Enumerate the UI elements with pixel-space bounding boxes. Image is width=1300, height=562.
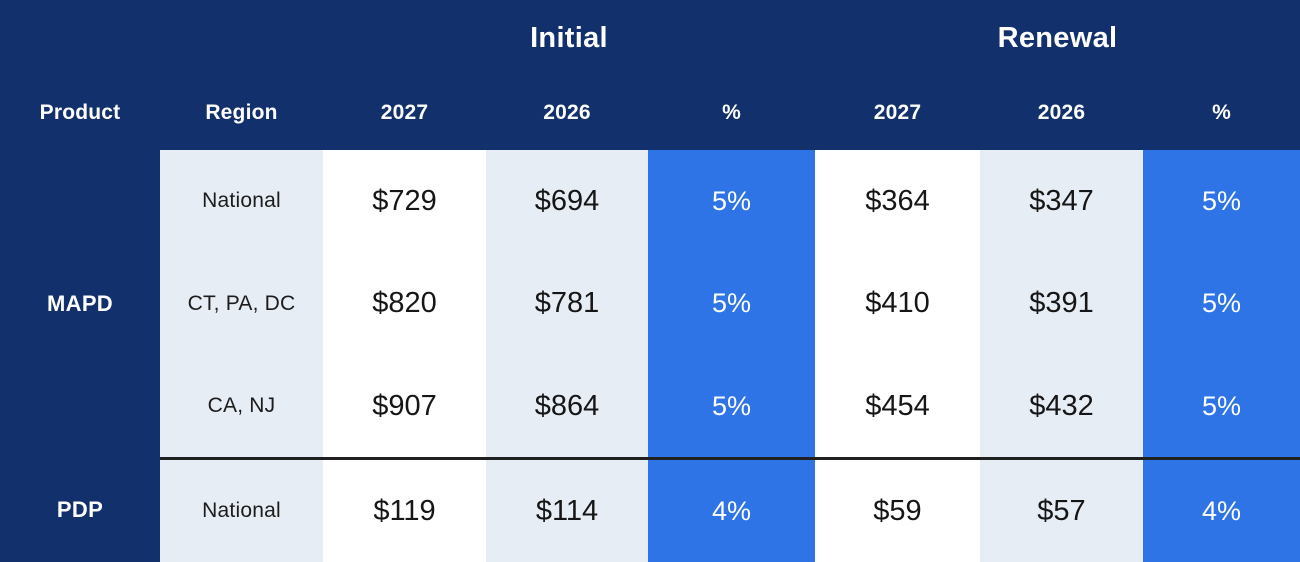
cell-initial-2027: $820	[323, 252, 486, 355]
column-header-product: Product	[39, 101, 121, 124]
cell-renewal-2027: $410	[815, 252, 980, 355]
cell-region: National	[160, 150, 323, 252]
cell-region: CT, PA, DC	[160, 252, 323, 355]
cell-initial-2027: $729	[323, 150, 486, 252]
cell-initial-pct: 5%	[648, 150, 815, 252]
column-header-renewal-2026: 2026	[1037, 101, 1086, 124]
column-header-initial-pct: %	[722, 101, 741, 124]
cell-initial-2026: $781	[486, 252, 648, 355]
cell-initial-2026: $864	[486, 355, 648, 457]
column-header-initial-2027: 2027	[380, 101, 429, 124]
cell-renewal-pct: 5%	[1143, 252, 1300, 355]
column-header-initial-2026: 2026	[543, 101, 591, 124]
cell-region: National	[160, 457, 323, 562]
cell-initial-2026: $694	[486, 150, 648, 252]
cell-initial-2027: $119	[323, 457, 486, 562]
cell-initial-2027: $907	[323, 355, 486, 457]
cell-renewal-pct: 4%	[1143, 457, 1300, 562]
cell-renewal-pct: 5%	[1143, 355, 1300, 457]
group-header-initial: Initial	[530, 21, 608, 54]
cell-initial-pct: 5%	[648, 355, 815, 457]
cell-initial-pct: 4%	[648, 457, 815, 562]
cell-region: CA, NJ	[160, 355, 323, 457]
column-header-region: Region	[205, 101, 278, 124]
product-label-mapd: MAPD	[47, 290, 113, 316]
cell-renewal-2027: $364	[815, 150, 980, 252]
cell-initial-2026: $114	[486, 457, 648, 562]
column-header-renewal-pct: %	[1212, 101, 1231, 124]
cell-renewal-2026: $432	[980, 355, 1143, 457]
cell-renewal-2026: $391	[980, 252, 1143, 355]
group-header-renewal: Renewal	[997, 21, 1118, 54]
column-header-renewal-2027: 2027	[873, 101, 922, 124]
cell-renewal-2027: $454	[815, 355, 980, 457]
cell-renewal-2026: $57	[980, 457, 1143, 562]
cell-renewal-2027: $59	[815, 457, 980, 562]
cell-renewal-2026: $347	[980, 150, 1143, 252]
cell-initial-pct: 5%	[648, 252, 815, 355]
product-label-pdp: PDP	[56, 496, 104, 522]
cell-renewal-pct: 5%	[1143, 150, 1300, 252]
